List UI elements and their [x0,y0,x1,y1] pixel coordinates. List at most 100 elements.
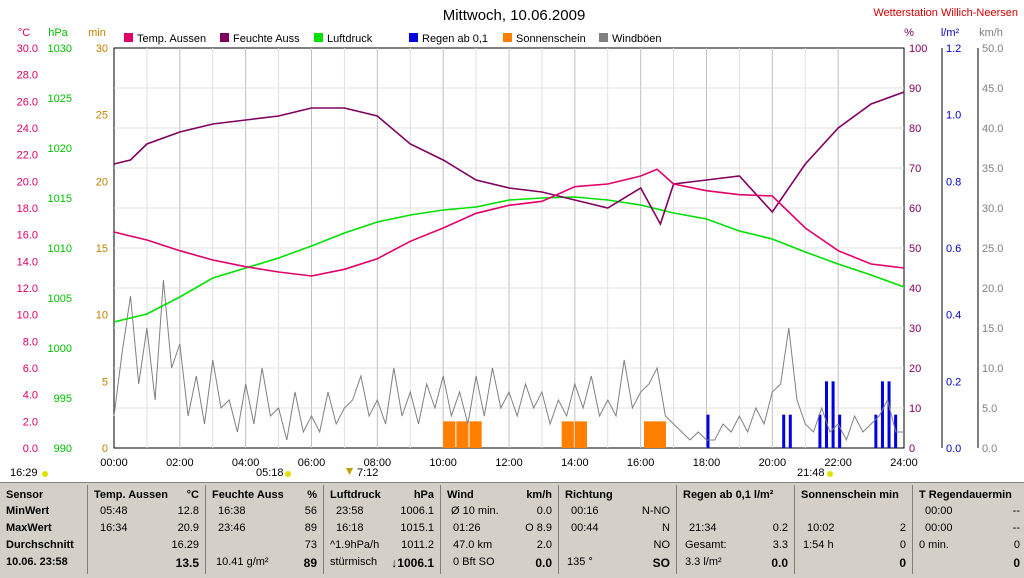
axis-unit-humidity: % [904,27,914,39]
hum-absolute: 10.41 g/m² [216,556,269,568]
wind-r2a: 01:26 [453,522,481,534]
temp-header: Temp. Aussen [94,489,168,501]
x-tick-label: 14:00 [561,457,589,469]
dir-r4a: 135 ° [567,556,593,568]
rain-bar [788,414,792,448]
y-tick-label-wind: 30.0 [982,203,1003,215]
dir-r1a: 00:16 [571,505,599,517]
y-tick-label-rain: 0.4 [946,310,961,322]
y-tick-label-rain: 1.0 [946,110,961,122]
y-tick-label-humidity: 80 [909,123,921,135]
x-tick-label: 00:00 [100,457,128,469]
wind-r3b: 2.0 [536,539,552,551]
marker-sunset: 21:48 [797,467,825,479]
row-min-label: MinWert [6,505,50,517]
y-tick-label-pressure: 1000 [48,343,72,355]
legend-swatch-humidity [220,33,229,42]
y-tick-label-humidity: 60 [909,203,921,215]
y-tick-label-wind: 35.0 [982,163,1003,175]
y-tick-label-temp: 12.0 [17,283,38,295]
axis-unit-temp: °C [18,27,30,39]
y-tick-label-wind: 15.0 [982,323,1003,335]
sun-bar [643,421,657,448]
dir-r2a: 00:44 [571,522,599,534]
legend-swatch-temp [124,33,133,42]
marker-sunset-dot [827,471,833,477]
press-max-value: 1015.1 [400,522,434,534]
x-tick-label: 18:00 [693,457,721,469]
sun-r3a: 1:54 h [803,539,834,551]
rain-r2b: 0.2 [772,522,788,534]
series-line-humidity [113,91,905,226]
sun-r2b: 2 [899,522,906,534]
tregen-r2a: 00:00 [925,522,953,534]
rain-bar [874,414,878,448]
y-tick-label-temp: 26.0 [17,96,38,108]
y-tick-label-sun: 0 [102,443,108,455]
y-tick-label-wind: 10.0 [982,363,1003,375]
x-tick-label: 10:00 [429,457,457,469]
temp-max-time: 16:34 [100,522,128,534]
legend-label-pressure: Luftdruck [327,33,373,45]
y-tick-label-wind: 25.0 [982,243,1003,255]
col-humidity: Feuchte Auss % 16:38 56 23:46 89 73 10.4… [206,485,324,574]
station-name: Wetterstation Willich-Neersen [873,7,1018,19]
rain-r3b: 3.3 [772,539,788,551]
y-tick-label-wind: 45.0 [982,83,1003,95]
hum-avg-value: 73 [304,539,317,551]
hum-unit: % [307,489,317,501]
legend: Temp. Aussen Feuchte Auss Luftdruck Rege… [124,33,662,45]
rain-bar [887,381,891,448]
rain-r3a: Gesamt: [685,539,727,551]
y-tick-label-rain: 0.0 [946,443,961,455]
y-tick-label-wind: 20.0 [982,283,1003,295]
x-tick-label: 06:00 [298,457,326,469]
sun-bar [653,421,666,448]
x-tick-label: 20:00 [759,457,787,469]
col-direction: Richtung 00:16 N-NO 00:44 N NO 135 ° SO [559,485,677,574]
tregen-header: T Regendauermin [919,489,1012,501]
sun-r2a: 10:02 [807,522,835,534]
tregen-r2b: -- [1012,522,1020,534]
x-tick-label: 22:00 [824,457,852,469]
rain-bar [825,381,828,448]
wind-r3a: 47.0 km [453,539,493,551]
temp-unit: °C [186,489,199,501]
y-tick-label-humidity: 50 [909,243,921,255]
row-avg-label: Durchschnitt [6,539,74,551]
y-tick-label-sun: 20 [96,176,108,188]
legend-label-sun: Sonnenschein [516,33,586,45]
sun-r4b: 0 [899,556,906,570]
y-tick-label-temp: 8.0 [23,336,38,348]
col-sensor-header: Sensor [6,489,44,501]
stats-table: Sensor MinWert MaxWert Durchschnitt 10.0… [0,482,1024,578]
y-tick-label-wind: 5.0 [982,403,997,415]
rain-bar [782,414,786,448]
sun-bar [574,421,587,448]
y-tick-label-temp: 4.0 [23,390,38,402]
tregen-r3b: 0 [1013,539,1020,551]
wind-r1b: 0.0 [536,505,552,517]
wind-r4a: 0 Bft SO [453,556,495,568]
y-tick-label-pressure: 990 [54,443,72,455]
temp-now-value: 13.5 [175,556,199,570]
rain-header: Regen ab 0,1 l/m² [683,489,774,501]
y-tick-label-temp: 20.0 [17,176,38,188]
col-pressure: Luftdruck hPa 23:58 1006.1 16:18 1015.1 … [324,485,441,574]
y-tick-label-temp: 22.0 [17,150,38,162]
wind-r4b: 0.0 [535,556,552,570]
y-tick-label-rain: 0.8 [946,176,961,188]
tregen-r1a: 00:00 [925,505,953,517]
y-tick-label-pressure: 1025 [48,93,72,105]
y-tick-label-sun: 25 [96,110,108,122]
series-lines [113,91,905,442]
press-max-time: 16:18 [336,522,364,534]
x-tick-label: 08:00 [364,457,392,469]
rain-bar [838,414,842,448]
rain-bar [831,381,835,448]
press-min-time: 23:58 [336,505,364,517]
dir-r2b: N [662,522,670,534]
rain-r2a: 21:34 [689,522,717,534]
legend-swatch-sun [503,33,512,42]
tregen-r4b: 0 [1013,556,1020,570]
